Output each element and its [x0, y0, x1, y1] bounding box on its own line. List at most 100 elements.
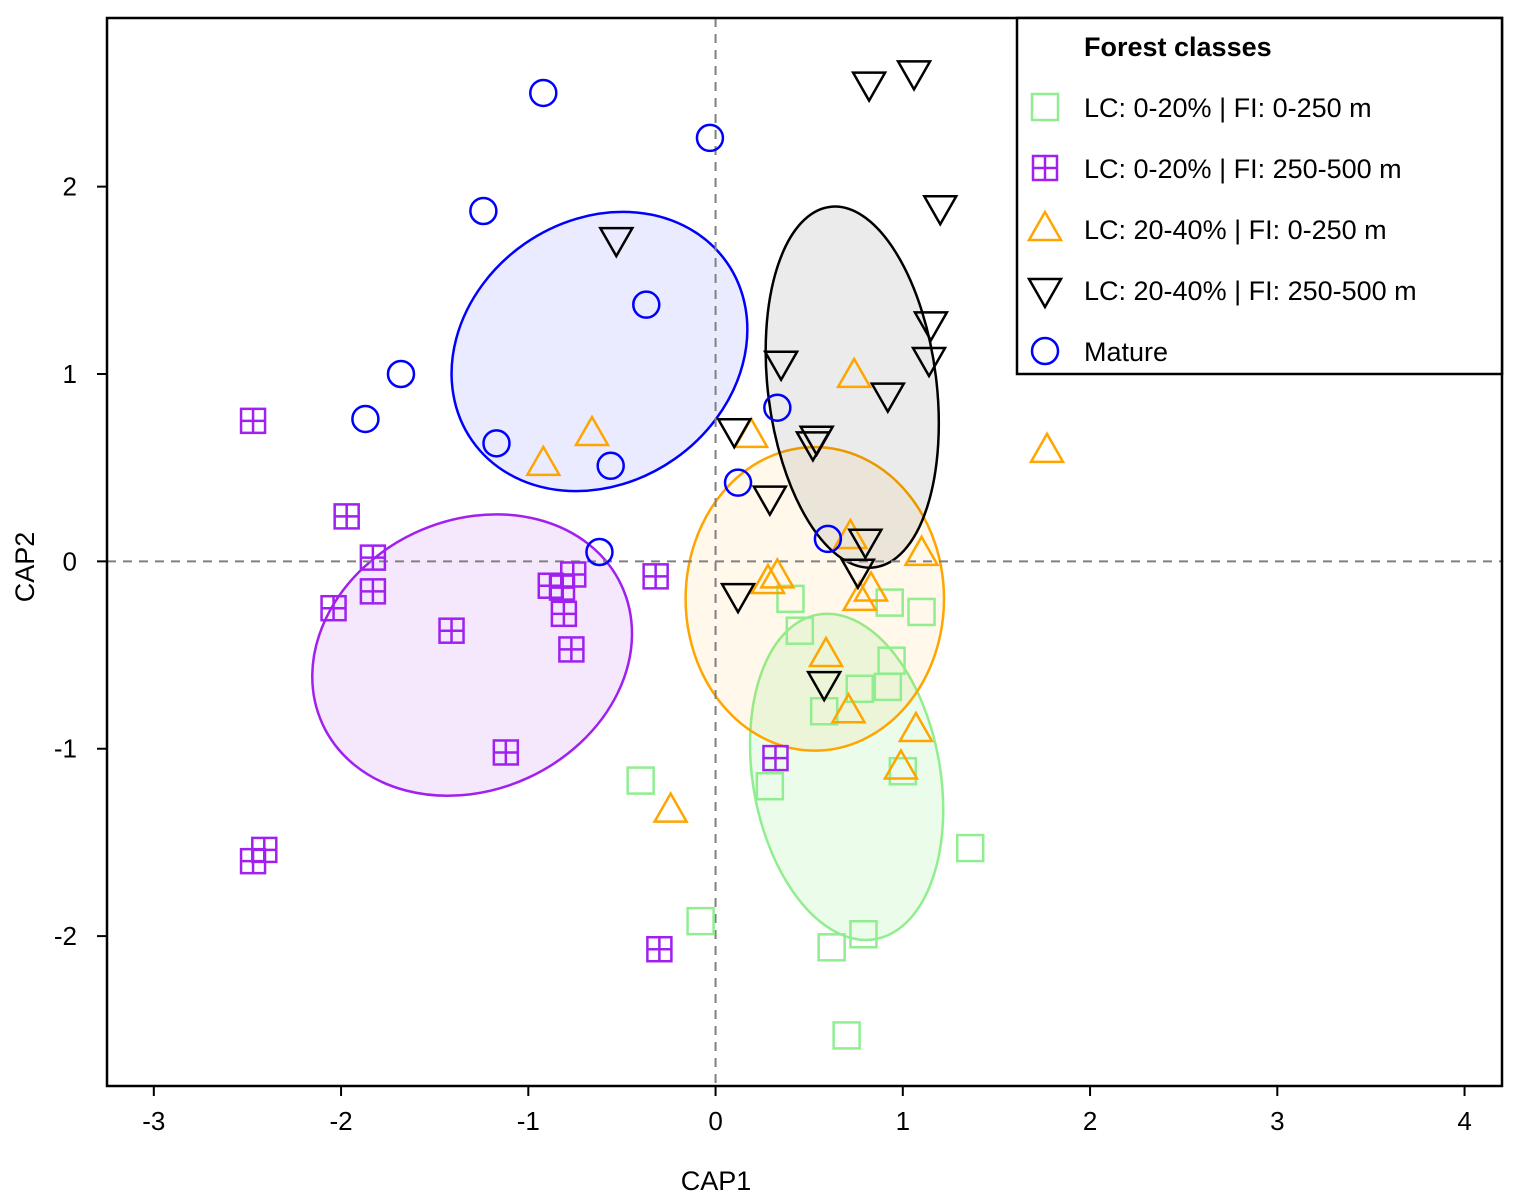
point-series-0-6 [873, 672, 903, 702]
point-series-0-3 [907, 597, 936, 627]
point-series-3-10 [794, 431, 832, 463]
x-tick-label: 0 [708, 1106, 722, 1136]
point-series-1-1 [333, 503, 360, 530]
legend-marker-2 [1026, 209, 1064, 242]
point-series-3-8 [716, 417, 753, 450]
point-series-1-2 [359, 544, 387, 571]
legend-label-1: LC: 0-20% | FI: 250-500 m [1084, 154, 1402, 184]
legend-label-3: LC: 20-40% | FI: 250-500 m [1084, 276, 1417, 306]
point-series-4-4 [386, 359, 416, 389]
legend-items: LC: 0-20% | FI: 0-250 m LC: 0-20% | FI: 2… [1026, 92, 1417, 367]
point-series-1-15 [251, 836, 278, 864]
point-series-3-2 [922, 194, 959, 227]
point-series-4-5 [351, 404, 380, 434]
y-tick-label: 2 [63, 172, 77, 202]
point-series-3-1 [895, 60, 933, 92]
confidence-ellipses [311, 205, 946, 942]
point-series-1-11 [642, 563, 669, 590]
x-tick-label: 4 [1457, 1106, 1471, 1136]
legend-label-2: LC: 20-40% | FI: 0-250 m [1084, 215, 1387, 245]
legend-marker-3 [1026, 277, 1064, 310]
point-series-2-15 [652, 791, 689, 823]
reference-lines [107, 18, 1502, 1086]
point-series-0-15 [832, 1021, 861, 1050]
point-series-4-8 [763, 393, 792, 422]
legend-label-0: LC: 0-20% | FI: 0-250 m [1084, 93, 1372, 123]
ellipse-series-4 [450, 210, 749, 493]
point-series-0-11 [955, 833, 985, 863]
point-series-1-3 [359, 578, 387, 605]
point-series-4-3 [632, 290, 661, 319]
point-series-0-5 [845, 674, 874, 704]
point-series-2-10 [841, 579, 878, 612]
point-series-2-1 [573, 414, 611, 447]
legend-label-4: Mature [1084, 337, 1168, 367]
data-points [239, 60, 1066, 1050]
legend: Forest classes LC: 0-20% | FI: 0-250 mLC… [1015, 16, 1504, 376]
y-tick-label: 1 [63, 359, 77, 389]
x-tick-label: -1 [517, 1106, 540, 1136]
point-series-1-12 [492, 739, 520, 766]
point-series-2-14 [882, 747, 920, 780]
point-series-3-0 [850, 71, 888, 104]
point-series-4-11 [585, 537, 614, 567]
point-series-0-10 [626, 766, 655, 795]
point-series-0-13 [817, 933, 846, 962]
point-series-4-6 [482, 429, 511, 458]
point-series-1-13 [762, 744, 789, 772]
plot-frame [105, 16, 1504, 1088]
point-series-4-1 [695, 123, 725, 153]
y-tick-label: -1 [54, 734, 77, 764]
point-series-0-0 [776, 584, 805, 614]
x-tick-label: -2 [329, 1106, 352, 1136]
point-series-3-6 [910, 346, 948, 379]
point-series-3-11 [751, 485, 789, 518]
point-series-3-12 [847, 528, 884, 561]
legend-marker-4 [1030, 336, 1060, 366]
point-series-0-9 [755, 771, 785, 801]
point-series-4-9 [723, 468, 753, 497]
point-series-2-5 [832, 517, 869, 550]
point-series-0-2 [875, 588, 904, 617]
point-series-3-14 [719, 582, 757, 615]
x-tick-label: -3 [142, 1106, 165, 1136]
point-series-2-12 [830, 691, 867, 724]
point-series-1-10 [558, 636, 585, 663]
point-series-0-1 [785, 616, 815, 645]
legend-box [1015, 16, 1504, 376]
point-series-0-14 [849, 919, 878, 949]
point-series-2-7 [759, 556, 796, 589]
y-axis-label: CAP2 [10, 532, 40, 603]
point-series-2-8 [749, 562, 787, 595]
point-series-3-4 [912, 311, 950, 343]
point-series-1-0 [239, 407, 267, 435]
legend-marker-1 [1031, 154, 1059, 182]
x-tick-label: 3 [1270, 1106, 1284, 1136]
x-axis: -3 -2 -1 0 1 2 3 4 [142, 1086, 1472, 1136]
point-series-2-6 [903, 534, 940, 567]
y-tick-label: -2 [54, 921, 77, 951]
point-series-2-2 [835, 356, 873, 389]
point-series-3-7 [869, 382, 906, 415]
point-series-3-13 [839, 558, 877, 591]
point-series-1-16 [646, 935, 673, 963]
point-series-1-9 [550, 600, 578, 628]
point-series-1-4 [320, 594, 347, 622]
point-series-2-13 [897, 710, 935, 743]
point-series-3-15 [806, 670, 843, 703]
y-axis: -2 -1 0 1 2 [54, 172, 107, 951]
point-series-2-11 [807, 635, 845, 668]
point-series-3-3 [598, 226, 635, 259]
point-series-4-10 [813, 524, 843, 554]
legend-marker-0 [1030, 92, 1060, 122]
x-axis-label: CAP1 [681, 1166, 752, 1196]
point-series-1-5 [438, 617, 465, 644]
point-series-1-8 [559, 561, 587, 588]
point-series-3-5 [762, 350, 800, 383]
x-tick-label: 1 [896, 1106, 910, 1136]
point-series-2-4 [1028, 431, 1066, 464]
x-tick-label: 2 [1083, 1106, 1097, 1136]
point-series-4-7 [596, 451, 625, 481]
point-series-4-2 [469, 196, 498, 226]
